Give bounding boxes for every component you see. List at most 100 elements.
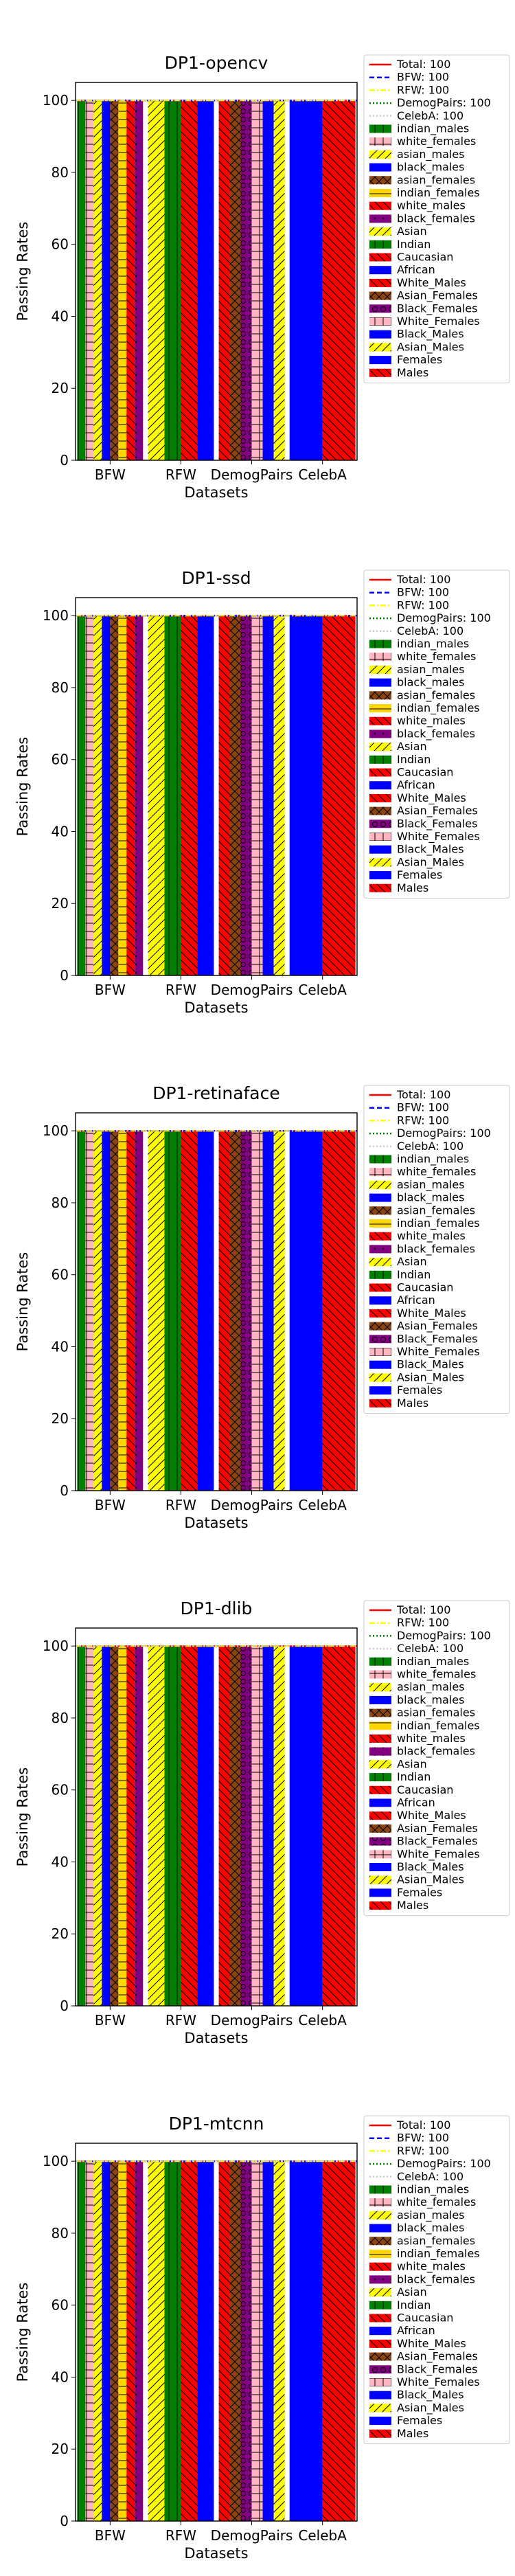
bar-hatch xyxy=(93,1131,102,1491)
legend-label: white_females xyxy=(397,2195,476,2209)
legend-swatch-hatch xyxy=(369,883,391,892)
legend-label: Black_Females xyxy=(397,2362,477,2376)
legend-label: black_males xyxy=(397,676,464,690)
legend-label: Total: 100 xyxy=(396,58,450,71)
legend-label: indian_males xyxy=(397,2183,469,2197)
bar-hatch xyxy=(77,1131,86,1491)
legend-box xyxy=(363,1600,510,1917)
legend-label: White_Females xyxy=(397,315,480,328)
bar-hatch xyxy=(126,1646,135,2006)
legend-swatch-hatch xyxy=(369,1875,391,1884)
bar-hatch xyxy=(229,615,241,975)
legend-swatch-hatch xyxy=(369,278,391,287)
legend-label: indian_males xyxy=(397,1153,469,1166)
x-tick-label: RFW xyxy=(165,466,196,483)
bar-black_males xyxy=(102,1646,111,2006)
bar-hatch xyxy=(77,1646,86,2006)
bar-african xyxy=(197,615,214,975)
legend-swatch-hatch xyxy=(369,1283,391,1292)
legend-swatch-hatch xyxy=(369,1322,391,1331)
legend-swatch-hatch xyxy=(369,1309,391,1318)
legend-label: BFW: 100 xyxy=(397,1101,449,1114)
chart-panel: DP1-retinaface BFW RFW DemogPairs CelebA 0 20 4… xyxy=(14,1083,510,1531)
legend-swatch-hatch xyxy=(369,1824,391,1833)
legend-label: African xyxy=(397,778,435,791)
legend-label: Asian xyxy=(397,1757,427,1770)
bar-hatch xyxy=(229,100,241,460)
legend-swatch xyxy=(369,2417,391,2426)
legend-label: Males xyxy=(397,1899,428,1912)
legend-label: indian_males xyxy=(397,1655,469,1669)
x-tick-label: CelebA xyxy=(298,982,347,998)
legend-swatch-hatch xyxy=(369,2211,391,2219)
legend-label: indian_females xyxy=(397,1217,480,1230)
legend-label: Caucasian xyxy=(397,251,453,264)
legend-swatch-hatch xyxy=(369,1747,391,1756)
bar-hatch xyxy=(273,1646,285,2006)
legend-label: CelebA: 100 xyxy=(397,109,464,122)
legend-label: Black_Males xyxy=(397,2388,464,2402)
y-tick-label: 20 xyxy=(52,380,69,396)
legend-swatch-hatch xyxy=(369,317,391,326)
x-axis-label: Datasets xyxy=(184,1515,248,1531)
legend-swatch xyxy=(369,678,391,687)
legend-swatch-hatch xyxy=(369,2275,391,2284)
legend-label: Indian xyxy=(397,1268,431,1281)
x-tick-label: DemogPairs xyxy=(211,466,293,483)
bar-hatch xyxy=(93,615,102,975)
legend-swatch-hatch xyxy=(369,189,391,197)
legend-label: Females xyxy=(397,1383,442,1397)
legend-label: White_Males xyxy=(397,791,466,805)
plot-frame xyxy=(75,1627,358,2007)
legend-swatch-hatch xyxy=(369,1850,391,1859)
bar-hatch xyxy=(240,1131,252,1491)
bar-black_males xyxy=(262,100,274,460)
bar-hatch xyxy=(240,615,252,975)
legend-swatch-hatch xyxy=(369,743,391,752)
legend-label: RFW: 100 xyxy=(397,2144,449,2157)
bar-hatch xyxy=(181,615,198,975)
y-tick-label: 60 xyxy=(52,2297,69,2314)
legend-label: Black_Females xyxy=(397,817,477,831)
legend-label: Asian_Males xyxy=(397,2401,464,2415)
legend-label: Asian_Males xyxy=(397,340,464,354)
bar-black_males xyxy=(102,615,111,975)
chart-panel: DP1-dlib BFW RFW DemogPairs CelebA 0 20 40 60 80 1… xyxy=(14,1598,510,2046)
x-tick-label: DemogPairs xyxy=(211,2012,293,2029)
chart-title: DP1-mtcnn xyxy=(169,2114,264,2134)
legend-label: Females xyxy=(397,1886,442,1899)
legend-swatch-hatch xyxy=(369,1735,391,1743)
legend-label: Indian xyxy=(397,2298,431,2312)
legend-label: White_Females xyxy=(397,2375,480,2389)
legend-swatch xyxy=(369,781,391,790)
y-tick-label: 80 xyxy=(52,679,69,696)
bar-hatch xyxy=(164,1131,181,1491)
legend-label: White_Males xyxy=(397,2337,466,2351)
bar-hatch xyxy=(85,1646,94,2006)
bar-hatch xyxy=(110,615,119,975)
legend-swatch-hatch xyxy=(369,2352,391,2361)
legend-swatch-hatch xyxy=(369,1657,391,1666)
y-tick-label: 80 xyxy=(52,1195,69,1211)
legend-swatch-hatch xyxy=(369,227,391,236)
x-tick-label: BFW xyxy=(95,1497,126,1513)
bar-hatch xyxy=(251,1131,263,1491)
legend-label: asian_females xyxy=(397,2234,475,2248)
legend-label: black_males xyxy=(397,1191,464,1205)
legend-swatch-hatch xyxy=(369,704,391,712)
y-axis-label: Passing Rates xyxy=(14,2283,31,2382)
legend-swatch-hatch xyxy=(369,755,391,764)
bar-black_males xyxy=(262,1131,274,1491)
legend-swatch xyxy=(369,330,391,339)
legend-swatch-hatch xyxy=(369,1683,391,1692)
legend-swatch-hatch xyxy=(369,291,391,300)
legend-swatch xyxy=(369,2391,391,2399)
legend-swatch-hatch xyxy=(369,1373,391,1382)
legend-label: white_females xyxy=(397,135,476,148)
bar-hatch xyxy=(164,615,181,975)
bar-hatch xyxy=(126,100,135,460)
legend-label: Asian_Males xyxy=(397,855,464,869)
legend-label: DemogPairs: 100 xyxy=(397,611,491,624)
legend-label: black_males xyxy=(397,1693,464,1707)
